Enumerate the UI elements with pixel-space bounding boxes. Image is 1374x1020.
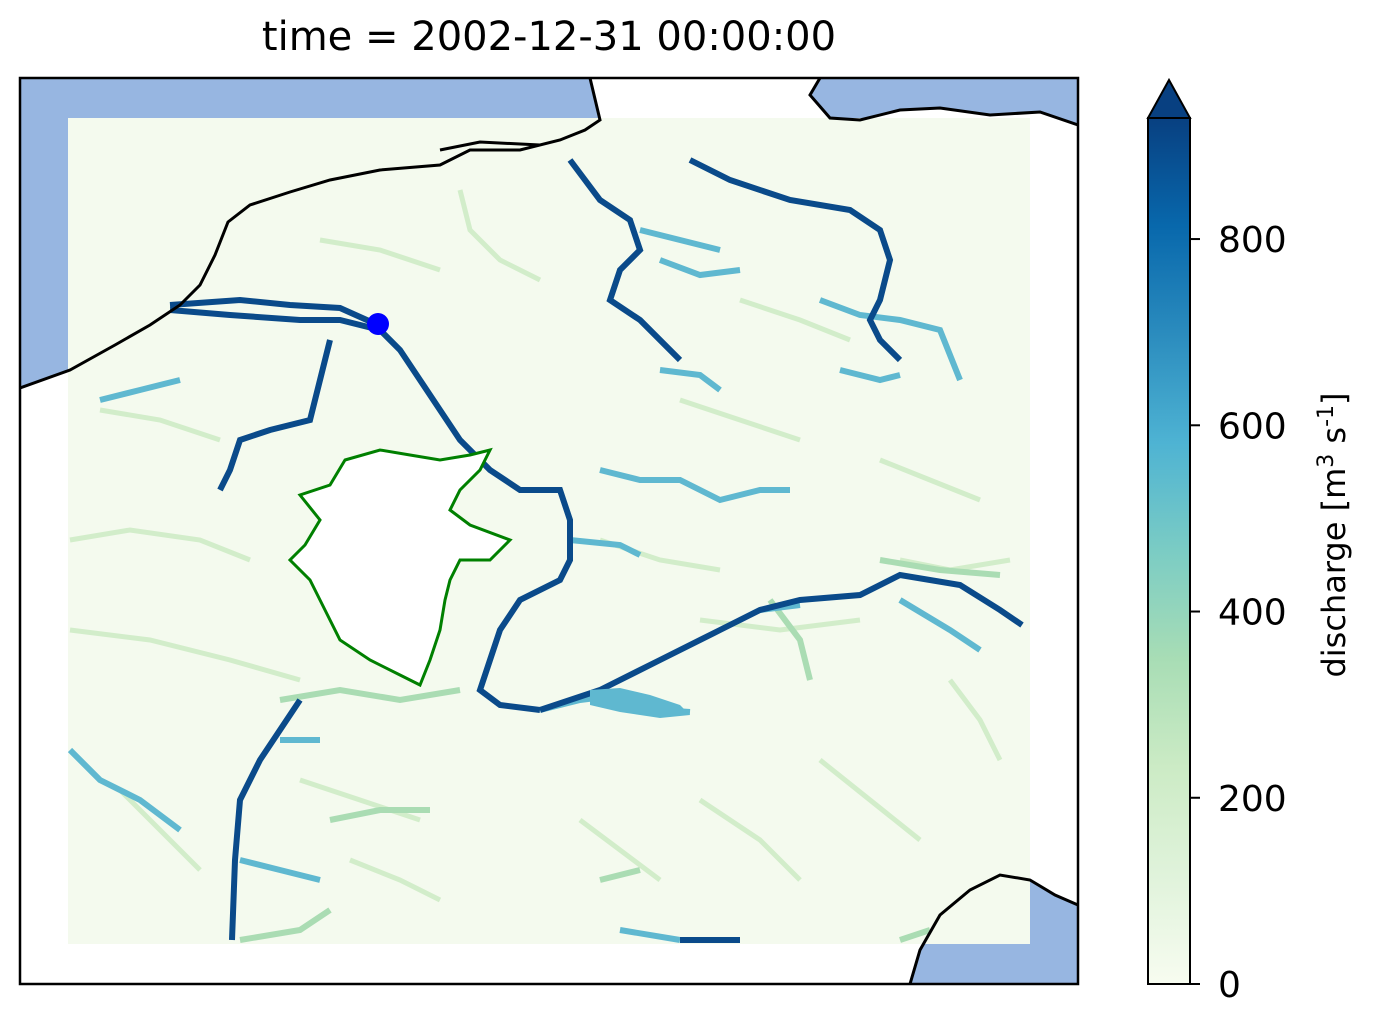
minor-tributaries [69, 189, 1011, 903]
colorbar-gradient [1147, 117, 1191, 985]
colorbar-tick-label: 400 [1218, 593, 1287, 634]
weser-river [567, 158, 683, 363]
map-frame [18, 76, 1080, 986]
colorbar-tick-label: 600 [1218, 406, 1287, 447]
colorbar: 0 200 400 600 800 discharge [m3 s-1] [1146, 77, 1354, 1006]
small-rivers [239, 557, 1001, 943]
lake [590, 688, 690, 718]
colorbar-tick-label: 200 [1218, 779, 1287, 820]
rhone-river [229, 698, 303, 941]
colorbar-label: discharge [m3 s-1] [1314, 392, 1354, 677]
coastline [20, 78, 1078, 984]
catchment-area [287, 447, 513, 688]
colorbar-tick-label: 0 [1218, 965, 1241, 1006]
colorbar-ticks: 0 200 400 600 800 [1190, 220, 1287, 1006]
elbe-river [688, 157, 903, 363]
map-axes [20, 78, 1078, 984]
map-title: time = 2002-12-31 00:00:00 [261, 14, 837, 60]
danube-river [539, 571, 1024, 713]
main-rivers [169, 157, 1024, 943]
colorbar-extend-arrow [1146, 77, 1192, 119]
meuse-river [217, 339, 333, 492]
colorbar-tick-label: 800 [1218, 220, 1287, 261]
rhine-delta [169, 296, 380, 328]
discharge-grid [68, 118, 1030, 944]
gauge-point[interactable] [367, 313, 389, 335]
rhine-river [169, 307, 573, 713]
grid-left-margin [20, 388, 68, 984]
